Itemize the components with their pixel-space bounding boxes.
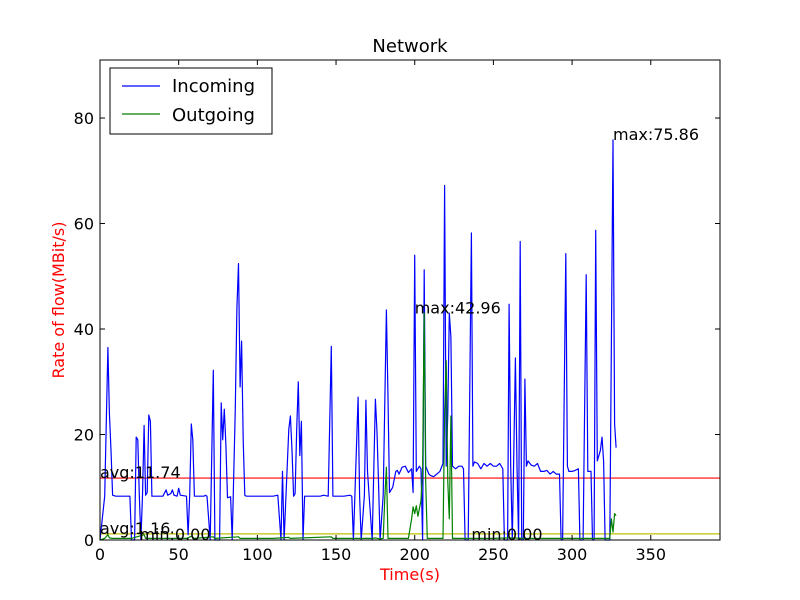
annotation-label: max:42.96	[415, 298, 501, 317]
annotation-label: avg:1.16	[100, 519, 170, 538]
x-tick-label: 100	[242, 545, 273, 564]
y-tick-label: 80	[74, 109, 94, 128]
plot-background	[100, 60, 720, 540]
annotation-label: max:75.86	[613, 125, 699, 144]
series-line-outgoing	[99, 312, 617, 541]
annotation-label: avg:11.74	[100, 463, 181, 482]
x-tick-label: 0	[95, 545, 105, 564]
x-tick-label: 300	[557, 545, 588, 564]
y-tick-label: 0	[84, 531, 94, 550]
y-tick-label: 40	[74, 320, 94, 339]
x-tick-label: 150	[321, 545, 352, 564]
legend: Incoming Outgoing	[109, 67, 273, 135]
series-layer	[99, 139, 617, 541]
x-tick-label: 50	[169, 545, 189, 564]
y-tick-label: 20	[74, 426, 94, 445]
x-axis-label: Time(s)	[379, 565, 440, 584]
x-tick-label: 350	[635, 545, 666, 564]
y-tick-label: 60	[74, 215, 94, 234]
legend-label-outgoing: Outgoing	[172, 105, 255, 126]
axis-ticks: 0 50 100 150 200 250 300 350 0 20 40 60 80	[74, 60, 720, 564]
x-tick-label: 250	[478, 545, 509, 564]
series-line-incoming	[99, 139, 617, 541]
x-tick-label: 200	[399, 545, 430, 564]
chart-title: Network	[372, 36, 448, 57]
annotation-label: min:0.00	[139, 525, 210, 544]
reference-lines	[100, 477, 720, 535]
legend-frame	[109, 67, 273, 135]
y-axis-label: Rate of flow(MBit/s)	[49, 222, 68, 379]
legend-label-incoming: Incoming	[172, 76, 255, 97]
annotation-label: min:0.00	[471, 525, 542, 544]
plot-frame	[99, 59, 721, 541]
